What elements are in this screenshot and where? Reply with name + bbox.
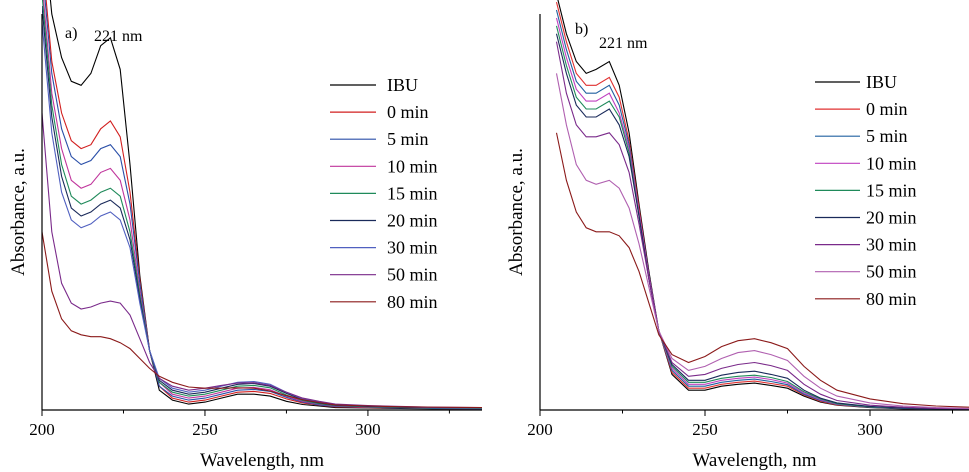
series-line-0-min <box>555 1 969 410</box>
legend-label: 50 min <box>866 262 917 282</box>
series-line-ibu <box>49 0 482 410</box>
legend-label: IBU <box>866 72 897 92</box>
legend-label: 10 min <box>387 156 438 176</box>
legend-label: 0 min <box>866 99 908 119</box>
legend-label: 15 min <box>866 180 917 200</box>
x-axis-title: Wavelength, nm <box>200 450 324 471</box>
x-tick-label: 250 <box>192 420 218 439</box>
series-line-20-min <box>42 6 482 409</box>
panel-label: a) <box>65 25 77 42</box>
legend-label: 80 min <box>387 292 438 312</box>
legend: IBU 0 min 5 min 10 min 15 min 20 min 30 min 50 … <box>330 75 438 312</box>
legend-label: 30 min <box>387 238 438 258</box>
series-line-80-min <box>42 231 482 409</box>
legend-label: 30 min <box>866 235 917 255</box>
series-line-50-min <box>555 73 969 409</box>
series-line-0-min <box>45 0 482 410</box>
series-line-20-min <box>555 33 969 410</box>
x-tick-label: 200 <box>29 420 55 439</box>
legend-label: 5 min <box>866 126 908 146</box>
legend-label: 15 min <box>387 183 438 203</box>
series-line-ibu <box>557 0 969 410</box>
series-line-30-min <box>555 41 969 410</box>
series-line-80-min <box>555 132 969 408</box>
y-axis-title: Absorbance, a.u. <box>8 148 29 276</box>
panel-label: b) <box>575 21 588 38</box>
series-line-15-min <box>555 25 969 410</box>
legend-label: 5 min <box>387 129 429 149</box>
legend: IBU 0 min 5 min 10 min 15 min 20 min 30 min 50 … <box>815 72 917 309</box>
x-axis-title: Wavelength, nm <box>692 450 816 471</box>
legend-label: IBU <box>387 75 418 95</box>
legend-label: 10 min <box>866 153 917 173</box>
series-line-15-min <box>42 0 482 409</box>
legend-label: 20 min <box>387 211 438 231</box>
chart-panel-b: 200 250 300 Wavelength, nm Absorbance, a.u. b… <box>506 0 969 471</box>
legend-label: 20 min <box>866 208 917 228</box>
x-tick-label: 250 <box>692 420 718 439</box>
y-axis-title: Absorbance, a.u. <box>506 148 527 276</box>
series-lines <box>555 0 969 410</box>
peak-annotation: 221 nm <box>94 28 143 45</box>
peak-annotation: 221 nm <box>599 35 648 52</box>
series-line-50-min <box>42 112 482 409</box>
x-tick-label: 300 <box>857 420 883 439</box>
x-tick-label: 200 <box>527 420 553 439</box>
series-line-10-min <box>43 0 482 409</box>
series-lines <box>42 0 482 410</box>
legend-label: 50 min <box>387 265 438 285</box>
chart-panel-a: 200 250 300 Wavelength, nm Absorbance, a.u. a… <box>8 0 482 471</box>
x-tick-label: 300 <box>355 420 381 439</box>
legend-label: 80 min <box>866 289 917 309</box>
legend-label: 0 min <box>387 102 429 122</box>
series-line-5-min <box>44 0 482 410</box>
